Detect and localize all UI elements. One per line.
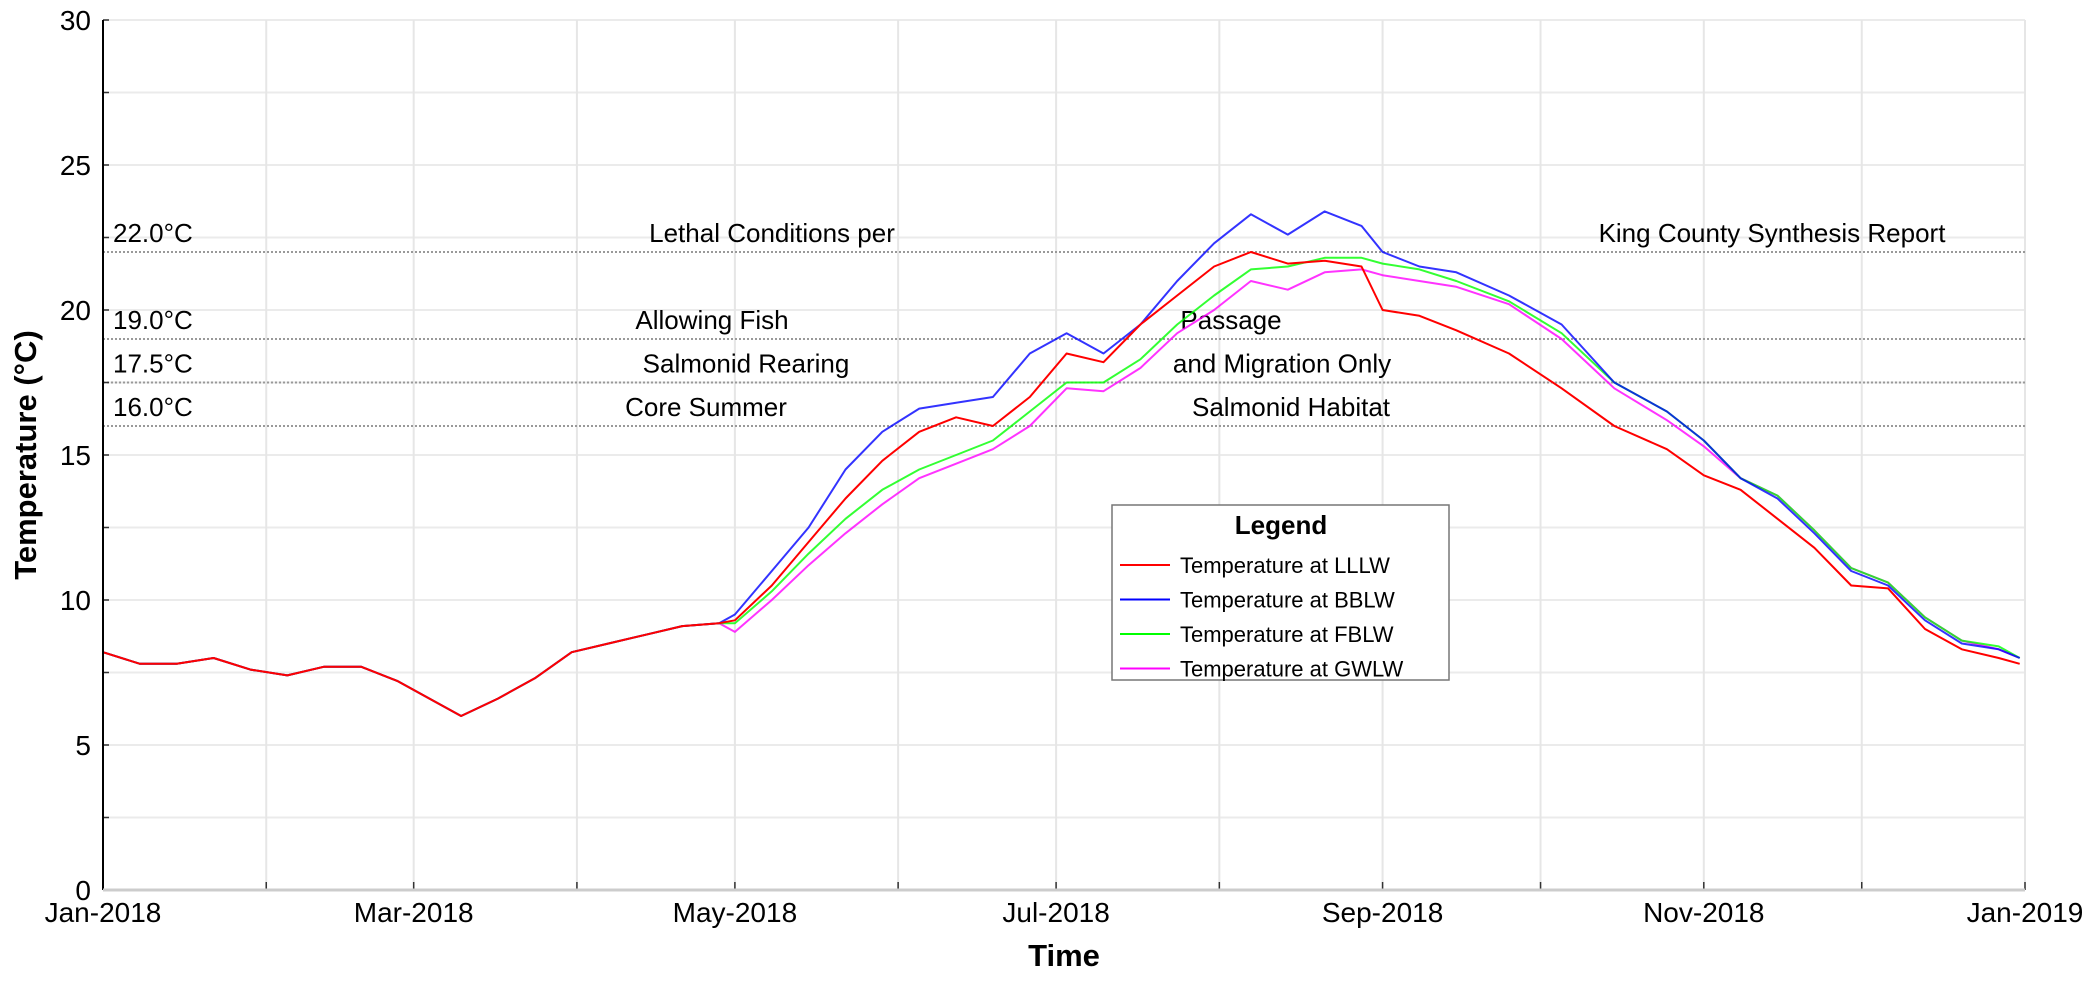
legend-label: Temperature at GWLW	[1180, 657, 1404, 682]
reference-right-annotation: King County Synthesis Report	[1599, 218, 1947, 248]
reference-left-annotation: Lethal Conditions per	[649, 218, 895, 248]
x-tick-label: Nov-2018	[1643, 897, 1764, 928]
y-axis-label: Temperature (°C)	[8, 330, 43, 580]
legend-label: Temperature at FBLW	[1180, 622, 1394, 647]
series-line-bblw	[102, 210, 2021, 717]
x-tick-label: Jan-2019	[1967, 897, 2084, 928]
axes: 0 5 10 15 20 25 30 Jan-2018 Mar-2018 May-2018 Jul-…	[45, 5, 2084, 928]
y-tick-label: 10	[60, 585, 91, 616]
reference-left-annotation: Core Summer	[625, 392, 787, 422]
legend-title: Legend	[1235, 510, 1327, 540]
reference-right-annotation: Salmonid Habitat	[1192, 392, 1391, 422]
reference-lines: 22.0°C Lethal Conditions per King County S…	[103, 218, 2025, 427]
series-lines	[102, 210, 2021, 717]
reference-value-label: 16.0°C	[113, 392, 193, 422]
reference-left-annotation: Allowing Fish	[635, 305, 788, 335]
reference-value-label: 22.0°C	[113, 218, 193, 248]
legend-label: Temperature at BBLW	[1180, 588, 1395, 613]
reference-value-label: 19.0°C	[113, 305, 193, 335]
x-tick-label: Jan-2018	[45, 897, 162, 928]
y-tick-label: 15	[60, 440, 91, 471]
y-tick-label: 25	[60, 150, 91, 181]
x-tick-label: Sep-2018	[1322, 897, 1443, 928]
series-line-lllw	[102, 251, 2020, 717]
legend-box	[1111, 504, 1450, 681]
legend-label: Temperature at LLLW	[1180, 553, 1390, 578]
y-tick-label: 20	[60, 295, 91, 326]
x-axis-label: Time	[1028, 938, 1100, 973]
x-tick-label: Jul-2018	[1002, 897, 1109, 928]
reference-left-annotation: Salmonid Rearing	[643, 349, 850, 379]
x-tick-label: May-2018	[673, 897, 798, 928]
grid	[103, 19, 2026, 890]
x-tick-label: Mar-2018	[354, 897, 474, 928]
y-tick-label: 0	[75, 875, 91, 906]
y-tick-label: 30	[60, 5, 91, 36]
y-tick-label: 5	[75, 730, 91, 761]
reference-right-annotation: and Migration Only	[1173, 349, 1391, 379]
reference-value-label: 17.5°C	[113, 349, 193, 379]
legend: Legend Temperature at LLLW Temperature at…	[1111, 504, 1450, 682]
